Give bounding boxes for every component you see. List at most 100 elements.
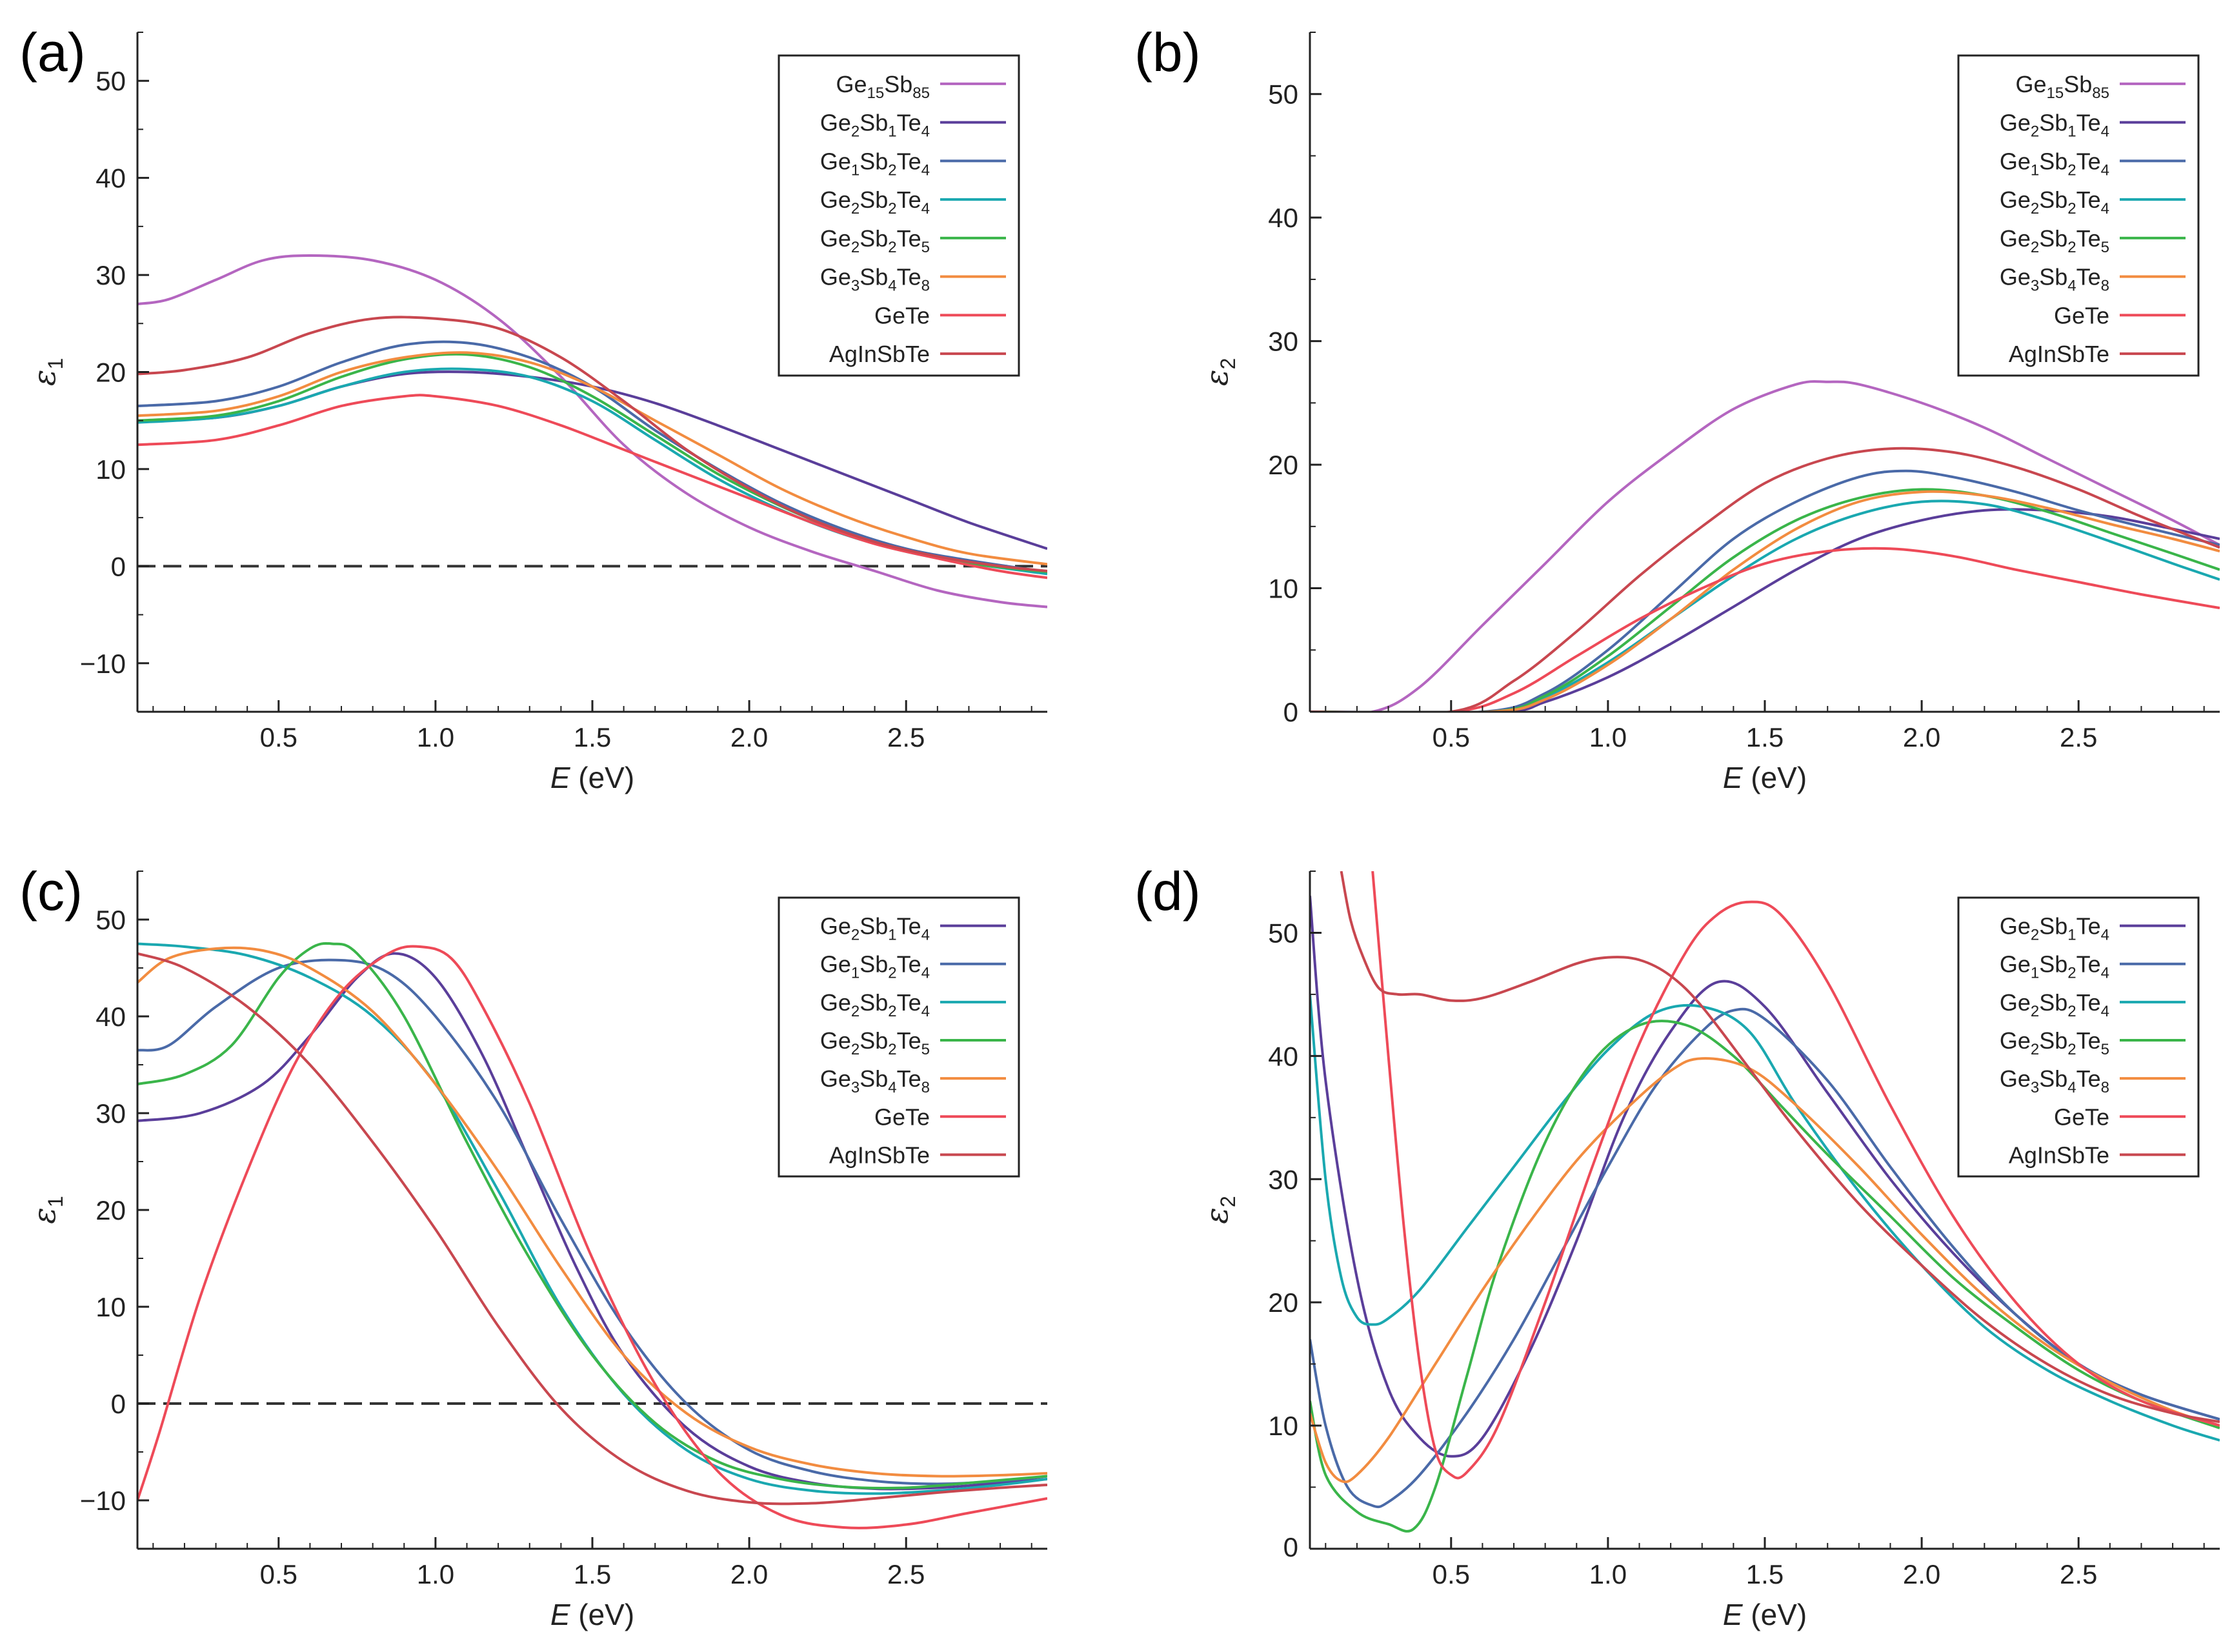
legend-label: Ge2​Sb2​Te5​: [820, 225, 930, 256]
panel-c: (c) 0.5 1.0 1.5 2.0 2.5 −10 0 10 20 30 40 50 E (eV) ε1…: [19, 861, 1047, 1631]
y-tick-label: 20: [96, 1195, 126, 1225]
legend-label: Ge1​Sb2​Te4​: [2000, 148, 2109, 179]
legend-item-gete: GeTe: [874, 1103, 1006, 1130]
legend-label: AgInSbTe: [829, 341, 930, 367]
series-group: [1310, 380, 2220, 712]
y-axis-label: ε2: [1199, 358, 1240, 387]
legend-box: [1957, 896, 2200, 1178]
x-tick-label: 0.5: [1433, 1559, 1470, 1589]
x-tick-label: 1.0: [417, 722, 454, 752]
x-tick-label: 2.0: [730, 1559, 768, 1589]
legend-item-ge3sb4te8: Ge3​Sb4​Te8​: [2000, 264, 2186, 295]
series-line-aginsbte: [137, 952, 1047, 1506]
x-tick-label: 1.0: [1589, 1559, 1627, 1589]
series-line-aginsbte: [1310, 447, 2220, 712]
legend-label: Ge2​Sb2​Te5​: [2000, 1027, 2109, 1058]
legend-label: Ge2​Sb2​Te4​: [2000, 186, 2109, 217]
y-tick-label: 50: [96, 905, 126, 935]
y-tick-label: 40: [1268, 1041, 1298, 1071]
x-tick-label: 1.5: [1746, 722, 1784, 752]
legend-label: Ge2​Sb1​Te4​: [2000, 913, 2109, 944]
legend-label: AgInSbTe: [2009, 341, 2109, 367]
panel-label-d: (d): [1134, 861, 1201, 922]
y-tick-label: 30: [96, 260, 126, 290]
y-tick-label: 40: [1268, 203, 1298, 233]
series-line-gete: [1310, 547, 2220, 712]
legend-item-ge2sb2te5: Ge2​Sb2​Te5​: [2000, 1027, 2186, 1058]
legend-item-ge2sb2te4: Ge2​Sb2​Te4​: [820, 989, 1006, 1020]
legend-label: GeTe: [874, 302, 930, 328]
legend-item-ge2sb1te4: Ge2​Sb1​Te4​: [2000, 110, 2186, 141]
legend: Ge2​Sb1​Te4​ Ge1​Sb2​Te4​ Ge2​Sb2​Te4​ Ge2​…: [1957, 896, 2200, 1178]
legend-label: Ge2​Sb1​Te4​: [820, 913, 930, 944]
x-tick-label: 2.0: [1903, 1559, 1940, 1589]
legend-item-ge2sb1te4: Ge2​Sb1​Te4​: [2000, 913, 2186, 944]
y-tick-label: 50: [1268, 79, 1298, 110]
legend-label: GeTe: [2054, 302, 2109, 328]
x-tick-label: 0.5: [260, 722, 297, 752]
legend-item-ge2sb2te4: Ge2​Sb2​Te4​: [820, 186, 1006, 217]
legend-item-gete: GeTe: [874, 302, 1006, 328]
x-tick-label: 2.5: [2060, 722, 2097, 752]
y-axis-label: ε1: [26, 1196, 67, 1224]
series-group: [1310, 871, 2220, 1533]
legend-label: GeTe: [2054, 1103, 2109, 1130]
y-tick-label: 30: [1268, 327, 1298, 357]
y-tick-label: 40: [96, 163, 126, 194]
x-tick-label: 2.5: [887, 1559, 925, 1589]
panel-a: (a) 0.5 1.0 1.5 2.0 2.5 −10 0 10 20 30 40 50 E (eV) ε1…: [19, 22, 1047, 794]
legend-label: Ge2​Sb2​Te5​: [2000, 225, 2109, 256]
legend-item-gete: GeTe: [2054, 302, 2186, 328]
legend-box: [778, 54, 1020, 377]
series-line-ge2sb2te4: [1310, 499, 2220, 712]
y-tick-label: 20: [96, 358, 126, 388]
series-line-gete: [137, 945, 1047, 1529]
legend-item-gete: GeTe: [2054, 1103, 2186, 1130]
legend-item-ge3sb4te8: Ge3​Sb4​Te8​: [2000, 1065, 2186, 1096]
series-line-ge2sb2te5: [1310, 1020, 2220, 1533]
y-tick-label: 10: [1268, 574, 1298, 604]
legend-box: [1957, 54, 2200, 377]
series-line-aginsbte: [137, 316, 1047, 572]
series-line-ge2sb2te4: [1310, 994, 2220, 1442]
legend: Ge15​Sb85​ Ge2​Sb1​Te4​ Ge1​Sb2​Te4​ Ge2​Sb…: [778, 54, 1020, 377]
legend-label: Ge1​Sb2​Te4​: [2000, 951, 2109, 982]
series-line-ge2sb2te4: [137, 942, 1047, 1495]
series-line-aginsbte: [1340, 871, 2220, 1424]
panel-label-a: (a): [19, 22, 86, 83]
panel-b: (b) 0.5 1.0 1.5 2.0 2.5 0 10 20 30 40 50 E (eV) ε2 Ge1…: [1134, 22, 2220, 794]
series-line-ge1sb2te4: [137, 958, 1047, 1486]
x-tick-label: 1.0: [417, 1559, 454, 1589]
legend-item-ge2sb2te4: Ge2​Sb2​Te4​: [2000, 186, 2186, 217]
series-line-ge1sb2te4: [1310, 1007, 2220, 1509]
x-tick-label: 1.0: [1589, 722, 1627, 752]
series-line-ge3sb4te8: [1310, 490, 2220, 712]
y-tick-label: 0: [1283, 1532, 1298, 1562]
panel-label-b: (b): [1134, 22, 1201, 83]
legend-box: [778, 896, 1020, 1178]
legend-label: Ge2​Sb2​Te4​: [820, 989, 930, 1020]
series-line-ge1sb2te4: [1310, 469, 2220, 712]
legend-item-ge2sb2te5: Ge2​Sb2​Te5​: [2000, 225, 2186, 256]
legend-item-ge1sb2te4: Ge1​Sb2​Te4​: [820, 951, 1006, 982]
legend-item-ge1sb2te4: Ge1​Sb2​Te4​: [820, 148, 1006, 179]
legend-label: Ge3​Sb4​Te8​: [2000, 264, 2109, 295]
legend-item-aginsbte: AgInSbTe: [829, 1142, 1006, 1168]
series-line-ge3sb4te8: [1310, 1057, 2220, 1484]
y-tick-label: 20: [1268, 1287, 1298, 1318]
y-tick-label: 50: [1268, 918, 1298, 948]
x-tick-label: 0.5: [260, 1559, 297, 1589]
y-tick-label: −10: [80, 649, 126, 679]
legend-label: Ge15​Sb85​: [836, 71, 930, 102]
y-tick-label: 10: [1268, 1411, 1298, 1441]
x-tick-label: 2.0: [730, 722, 768, 752]
legend-label: AgInSbTe: [2009, 1142, 2109, 1168]
legend-item-ge3sb4te8: Ge3​Sb4​Te8​: [820, 264, 1006, 295]
series-line-gete: [137, 394, 1047, 579]
legend-item-aginsbte: AgInSbTe: [2009, 341, 2186, 367]
y-tick-label: 30: [1268, 1164, 1298, 1194]
x-tick-label: 2.5: [2060, 1559, 2097, 1589]
x-tick-label: 1.5: [574, 1559, 611, 1589]
y-tick-label: 30: [96, 1098, 126, 1129]
